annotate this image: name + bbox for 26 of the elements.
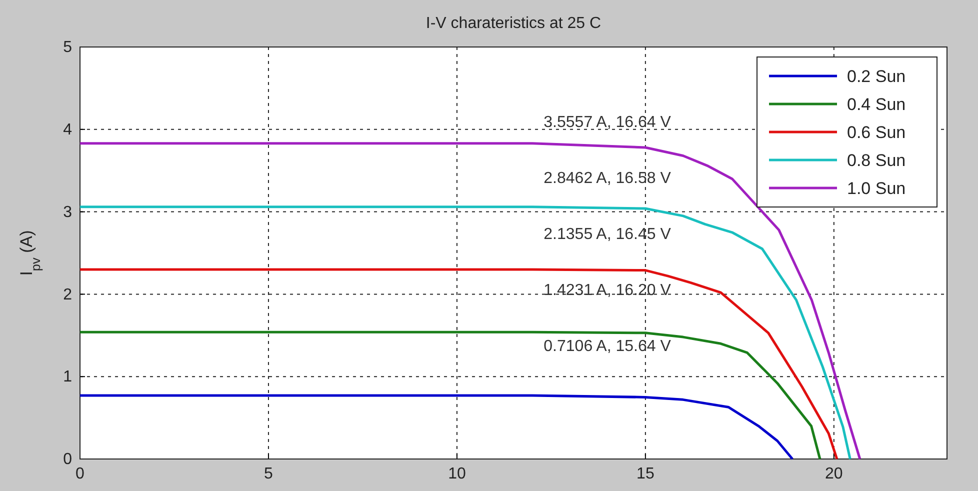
x-tick-label: 10	[448, 465, 466, 482]
chart-title: I-V charateristics at 25 C	[426, 15, 602, 32]
annotation: 2.1355 A, 16.45 V	[544, 226, 672, 243]
legend-label: 0.8 Sun	[847, 150, 906, 170]
legend-label: 0.4 Sun	[847, 94, 906, 114]
legend-label: 0.6 Sun	[847, 122, 906, 142]
y-tick-label: 5	[63, 39, 72, 56]
line-series	[78, 394, 794, 460]
y-tick-label: 0	[63, 451, 72, 468]
line-series	[78, 206, 852, 460]
y-tick-label: 2	[63, 286, 72, 304]
x-tick-label: 0	[76, 465, 85, 482]
annotation: 3.5557 A, 16.64 V	[544, 114, 672, 131]
x-tick-label: 15	[636, 465, 654, 482]
annotation: 2.8462 A, 16.58 V	[544, 170, 672, 187]
annotation: 1.4231 A, 16.20 V	[544, 282, 672, 299]
legend-label: 0.2 Sun	[847, 66, 906, 86]
annotation: 0.7106 A, 15.64 V	[544, 338, 672, 355]
x-tick-label: 5	[264, 465, 274, 482]
x-tick-label: 20	[825, 465, 843, 482]
y-tick-label: 4	[63, 122, 72, 139]
y-tick-label: 1	[63, 368, 72, 386]
y-tick-label: 3	[63, 204, 72, 221]
line-series	[78, 268, 838, 460]
line-series	[78, 330, 822, 460]
legend-label: 1.0 Sun	[847, 178, 906, 198]
